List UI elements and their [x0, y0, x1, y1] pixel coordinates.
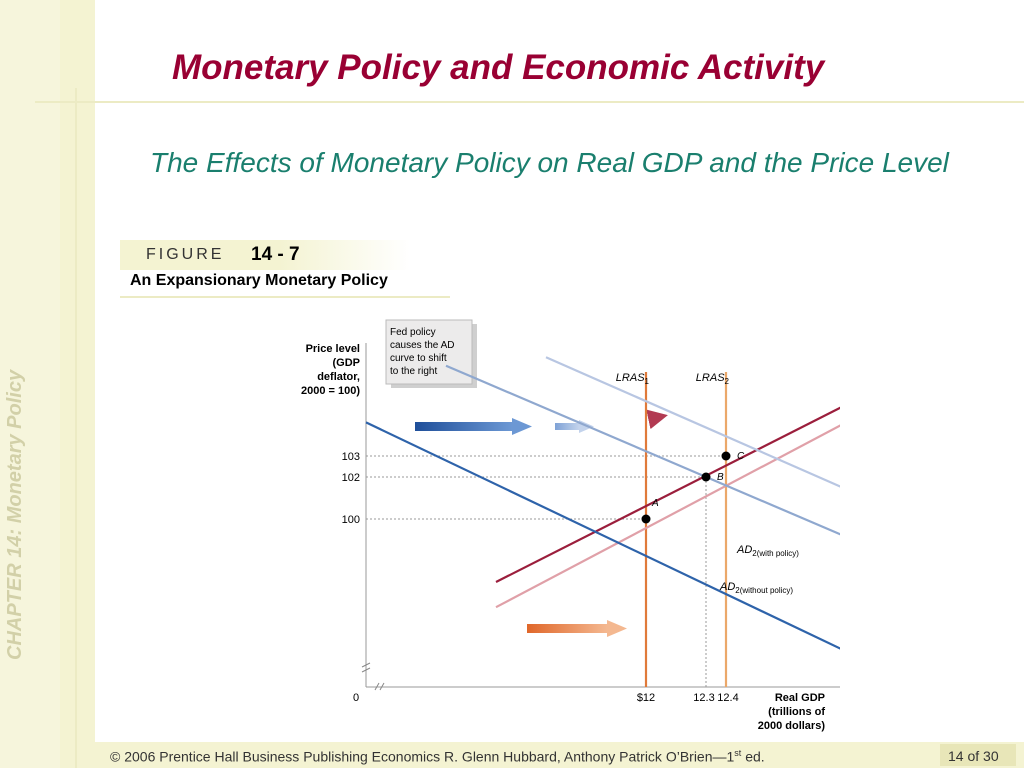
- annotation-line-1: Fed policy: [390, 327, 436, 338]
- footer-credit: © 2006 Prentice Hall Business Publishing…: [110, 748, 765, 765]
- ad-shift-arrow-2-body: [555, 423, 579, 430]
- point-a: [641, 514, 651, 524]
- point-label-c: C: [737, 451, 745, 462]
- decor-vertical-line: [75, 88, 77, 768]
- x-axis-label-3: 2000 dollars): [758, 720, 826, 732]
- curve-ad1: [365, 421, 840, 650]
- origin-label: 0: [353, 692, 359, 704]
- footer-credit-end: ed.: [741, 748, 765, 765]
- figure-caption: An Expansionary Monetary Policy: [130, 272, 388, 289]
- page-number-box: [940, 744, 1016, 766]
- footer-credit-main: © 2006 Prentice Hall Business Publishing…: [110, 748, 735, 765]
- curve-ad2wo: [445, 364, 840, 536]
- sras-shift-arrow: [646, 409, 668, 430]
- annotation-box: [385, 319, 473, 385]
- y-axis-label-4: 2000 = 100): [301, 385, 360, 397]
- lras-shift-arrow-body: [527, 624, 607, 633]
- footer-band: [95, 742, 1024, 768]
- figure-word: FIGURE: [146, 246, 225, 263]
- label-lras1: LRAS1: [616, 372, 650, 386]
- point-label-a: A: [651, 498, 659, 509]
- x-tick-12.3: 12.3: [693, 692, 714, 704]
- point-b: [701, 472, 711, 482]
- ad-shift-arrow-head: [512, 418, 532, 435]
- y-axis-break: [361, 662, 371, 673]
- curve-sras2: [495, 424, 840, 609]
- decor-horizontal-line: [35, 101, 1024, 103]
- y-axis-label-1: Price level: [306, 343, 360, 355]
- y-axis-label-3: deflator,: [317, 371, 360, 383]
- x-axis-label-2: (trillions of: [768, 706, 825, 718]
- ad-as-chart: Price level (GDP deflator, 2000 = 100) R…: [301, 319, 840, 732]
- left-band-inner: [0, 0, 60, 768]
- y-tick-100: 100: [342, 514, 360, 526]
- chapter-label: CHAPTER 14: Monetary Policy: [4, 369, 26, 660]
- lras-shift-arrow-head: [607, 620, 627, 637]
- figure-rule: [120, 296, 450, 298]
- point-label-b: B: [717, 472, 724, 483]
- curve-ad2w: [545, 356, 840, 488]
- curve-sras1: [495, 406, 840, 583]
- y-tick-103: 103: [342, 451, 360, 463]
- annotation-line-4: to the right: [390, 366, 437, 377]
- figure-number: 14 - 7: [251, 244, 300, 265]
- x-axis-label-1: Real GDP: [775, 692, 825, 704]
- x-tick-12.4: 12.4: [717, 692, 738, 704]
- label-lras2: LRAS2: [696, 372, 730, 386]
- y-axis-label-2: (GDP: [333, 357, 361, 369]
- x-tick-12: $12: [637, 692, 655, 704]
- slide-title: Monetary Policy and Economic Activity: [172, 48, 825, 87]
- annotation-line-2: causes the AD: [390, 340, 454, 351]
- label-ad2w: AD2(with policy): [736, 544, 799, 558]
- annotation-line-3: curve to shift: [390, 353, 447, 364]
- footer-credit-sup: st: [734, 748, 742, 758]
- x-axis-break: [374, 682, 385, 691]
- ad-shift-arrow-body: [415, 422, 512, 431]
- page-number: 14 of 30: [948, 748, 999, 764]
- label-ad2wo: AD2(without policy): [719, 581, 793, 595]
- slide-subtitle: The Effects of Monetary Policy on Real G…: [150, 147, 949, 178]
- figure-label-bar: [120, 240, 410, 270]
- point-c: [721, 451, 731, 461]
- y-tick-102: 102: [342, 472, 360, 484]
